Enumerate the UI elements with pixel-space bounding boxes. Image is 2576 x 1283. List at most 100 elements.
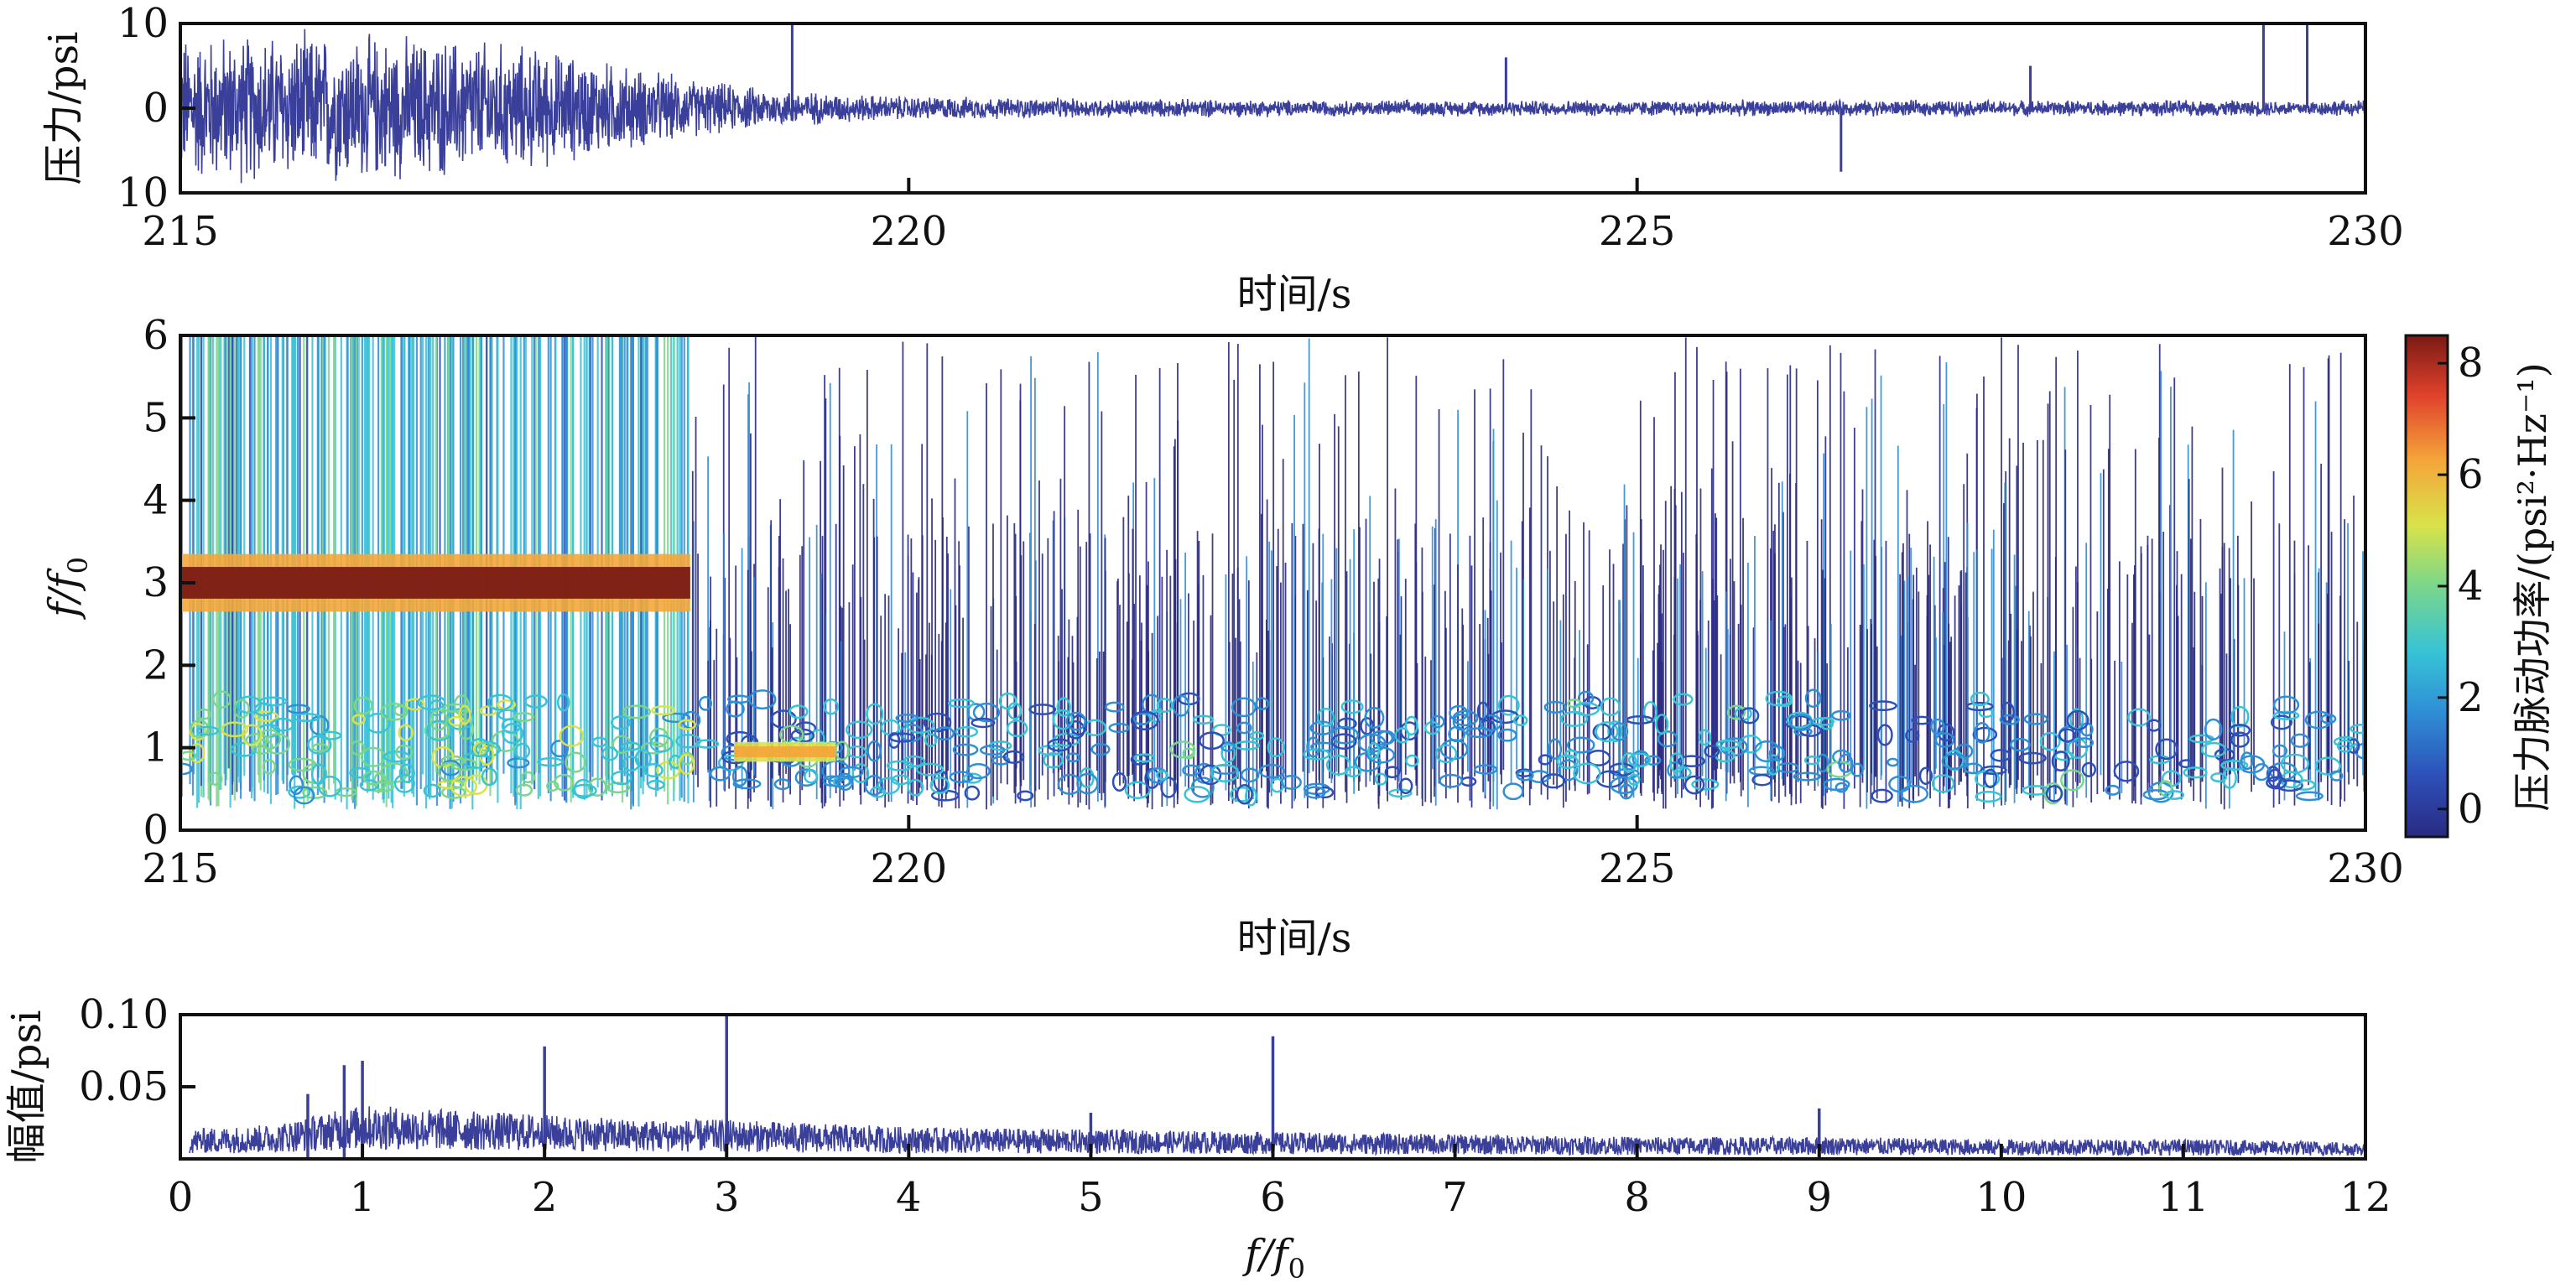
contour-blob bbox=[1627, 752, 1652, 768]
contour-blob bbox=[864, 775, 884, 797]
contour-blob bbox=[1767, 754, 1780, 776]
contour-blob bbox=[656, 761, 681, 780]
contour-blob bbox=[773, 778, 791, 791]
contour-blob bbox=[398, 724, 414, 741]
contour-blob bbox=[1789, 714, 1814, 731]
spectrogram-x-tick-label: 220 bbox=[871, 845, 948, 892]
colorbar-ticks: 0 2 4 6 8 bbox=[2438, 340, 2484, 833]
spectrogram-y-label-sub: 0 bbox=[62, 557, 94, 574]
pressure-time-panel: 215 220 225 230 10 0 10 时间/s 压力/psi bbox=[40, 0, 2404, 318]
contour-blob bbox=[2074, 737, 2095, 749]
contour-blob bbox=[1990, 749, 2011, 762]
contour-blob bbox=[417, 694, 446, 711]
contour-blob bbox=[1330, 725, 1360, 745]
contour-blob bbox=[1374, 772, 1387, 786]
contour-blob bbox=[2001, 701, 2015, 723]
contour-blob bbox=[1199, 731, 1226, 751]
pressure-y-label: 压力/psi bbox=[40, 32, 87, 185]
spectrum-y-tick-label: 0.05 bbox=[79, 1063, 169, 1110]
contour-blob bbox=[2204, 718, 2223, 740]
contour-blob bbox=[1306, 736, 1321, 758]
contour-blob bbox=[311, 743, 329, 753]
contour-blob bbox=[710, 766, 731, 782]
contour-blob bbox=[393, 704, 407, 717]
contour-blob bbox=[1548, 738, 1563, 760]
contour-blob bbox=[2200, 741, 2227, 758]
contour-blob bbox=[886, 760, 914, 771]
contour-blob bbox=[611, 735, 632, 754]
contour-blob bbox=[380, 703, 409, 721]
contour-blob bbox=[2081, 761, 2097, 777]
contour-blob bbox=[804, 768, 819, 784]
contour-blob bbox=[524, 694, 548, 709]
contour-blob bbox=[1314, 786, 1335, 799]
contour-blob bbox=[286, 704, 310, 714]
contour-blob bbox=[905, 716, 935, 734]
contour-blob bbox=[425, 719, 453, 742]
contour-blob bbox=[351, 714, 366, 725]
contour-blob bbox=[1370, 730, 1394, 746]
spectrum-x-tick-label: 4 bbox=[896, 1174, 922, 1221]
contour-blob bbox=[1667, 761, 1684, 779]
pressure-x-tick-label: 220 bbox=[871, 208, 948, 255]
contour-blob bbox=[1502, 782, 1524, 801]
contour-blob bbox=[1169, 740, 1196, 759]
contour-blob bbox=[1017, 790, 1034, 802]
contour-blob bbox=[2058, 728, 2076, 743]
contour-blob bbox=[565, 751, 586, 773]
contour-blob bbox=[1974, 722, 1991, 744]
contour-blob bbox=[1267, 737, 1285, 758]
contour-blob bbox=[1595, 721, 1619, 743]
contour-blob bbox=[955, 725, 979, 738]
contour-blob bbox=[1405, 754, 1419, 767]
contour-blob bbox=[1673, 693, 1694, 706]
contour-blob bbox=[520, 771, 536, 784]
contour-blob bbox=[1765, 690, 1793, 707]
contour-blob bbox=[1611, 722, 1629, 741]
contour-blob bbox=[1566, 736, 1595, 754]
contour-blob bbox=[1918, 766, 1933, 786]
contour-blob bbox=[1357, 733, 1387, 753]
contour-blob bbox=[241, 724, 263, 746]
contour-blob bbox=[1184, 786, 1210, 803]
contour-blob bbox=[437, 761, 461, 782]
contour-blob bbox=[1258, 763, 1285, 779]
contour-blob bbox=[1831, 709, 1851, 721]
spectrogram-x-tick-label: 215 bbox=[142, 845, 219, 892]
contour-blob bbox=[2347, 738, 2360, 754]
contour-blob bbox=[1448, 725, 1466, 743]
contour-blob bbox=[1751, 773, 1773, 787]
pressure-y-tick-label: 0 bbox=[143, 85, 169, 132]
contour-blob bbox=[851, 763, 870, 784]
contour-blob bbox=[695, 739, 720, 749]
contour-blob bbox=[398, 763, 415, 783]
contour-blob bbox=[1543, 700, 1567, 714]
contour-blob bbox=[1975, 791, 2002, 803]
contour-blob bbox=[1558, 759, 1579, 782]
spectrogram-y-tick-label: 2 bbox=[143, 642, 169, 688]
spectrogram-y-ticks: 0 1 2 3 4 5 6 bbox=[143, 312, 195, 854]
contour-blob bbox=[1753, 740, 1781, 763]
contour-blob bbox=[1585, 749, 1611, 766]
contour-blob bbox=[1182, 764, 1201, 777]
contour-blob bbox=[1367, 742, 1381, 760]
colorbar-label: 压力脉动功率/(psi²·Hz⁻¹) bbox=[2510, 362, 2555, 811]
contour-blob bbox=[423, 783, 441, 798]
contour-blob bbox=[1541, 773, 1566, 789]
contour-blob bbox=[1473, 764, 1498, 775]
contour-blob bbox=[362, 770, 384, 786]
contour-blob bbox=[289, 775, 304, 796]
contour-blob bbox=[1325, 754, 1351, 776]
contour-blob bbox=[1793, 771, 1822, 782]
contour-blob bbox=[647, 779, 665, 791]
contour-blob bbox=[2230, 705, 2250, 728]
contour-blob bbox=[393, 773, 415, 793]
contour-blob bbox=[1944, 749, 1965, 771]
contour-blob bbox=[2230, 731, 2250, 748]
contour-blob bbox=[1556, 754, 1579, 769]
contour-blob bbox=[2146, 719, 2162, 732]
contour-blob bbox=[262, 758, 277, 775]
contour-blob bbox=[2292, 779, 2316, 791]
contour-blob bbox=[302, 786, 328, 799]
contour-blob bbox=[1931, 774, 1955, 793]
